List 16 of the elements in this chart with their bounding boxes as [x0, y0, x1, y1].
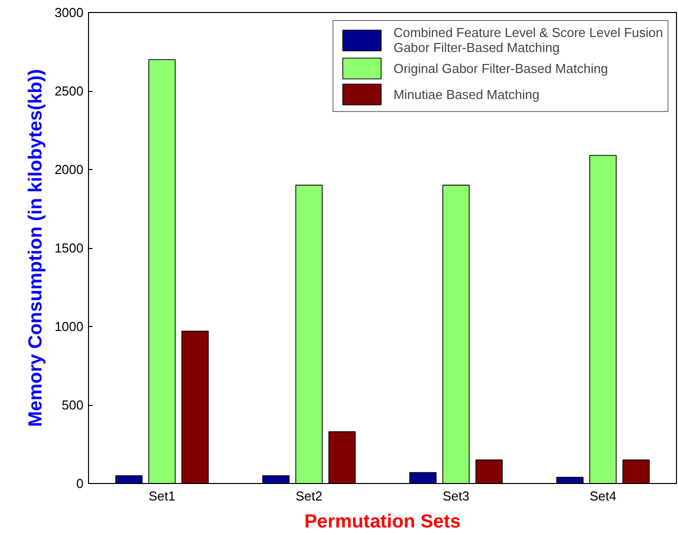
y-tick-label: 2000 — [54, 162, 84, 177]
y-tick-label: 1000 — [54, 319, 84, 334]
x-tick-label: Set2 — [296, 488, 322, 504]
x-tick-label: Set1 — [148, 488, 176, 504]
y-tick-label: 500 — [62, 398, 84, 412]
y-axis-title: Memory Consumption (in kilobytes(kb)) — [26, 69, 47, 427]
y-tick-label: 3000 — [54, 5, 84, 20]
legend-label: Original Gabor Filter-Based Matching — [393, 60, 608, 76]
y-tick-label: 1500 — [54, 240, 84, 256]
x-axis-title: Permutation Sets — [304, 512, 461, 532]
x-tick-label: Set3 — [442, 488, 470, 504]
x-tick-label: Set4 — [590, 488, 616, 504]
y-tick-label: 0 — [76, 476, 84, 491]
y-tick-label: 2500 — [54, 84, 84, 98]
legend-label: Minutiae Based Matching — [393, 86, 540, 102]
legend-label: Combined Feature Level & Score Level Fusion Gabor Filter-Based Matching — [393, 25, 663, 55]
